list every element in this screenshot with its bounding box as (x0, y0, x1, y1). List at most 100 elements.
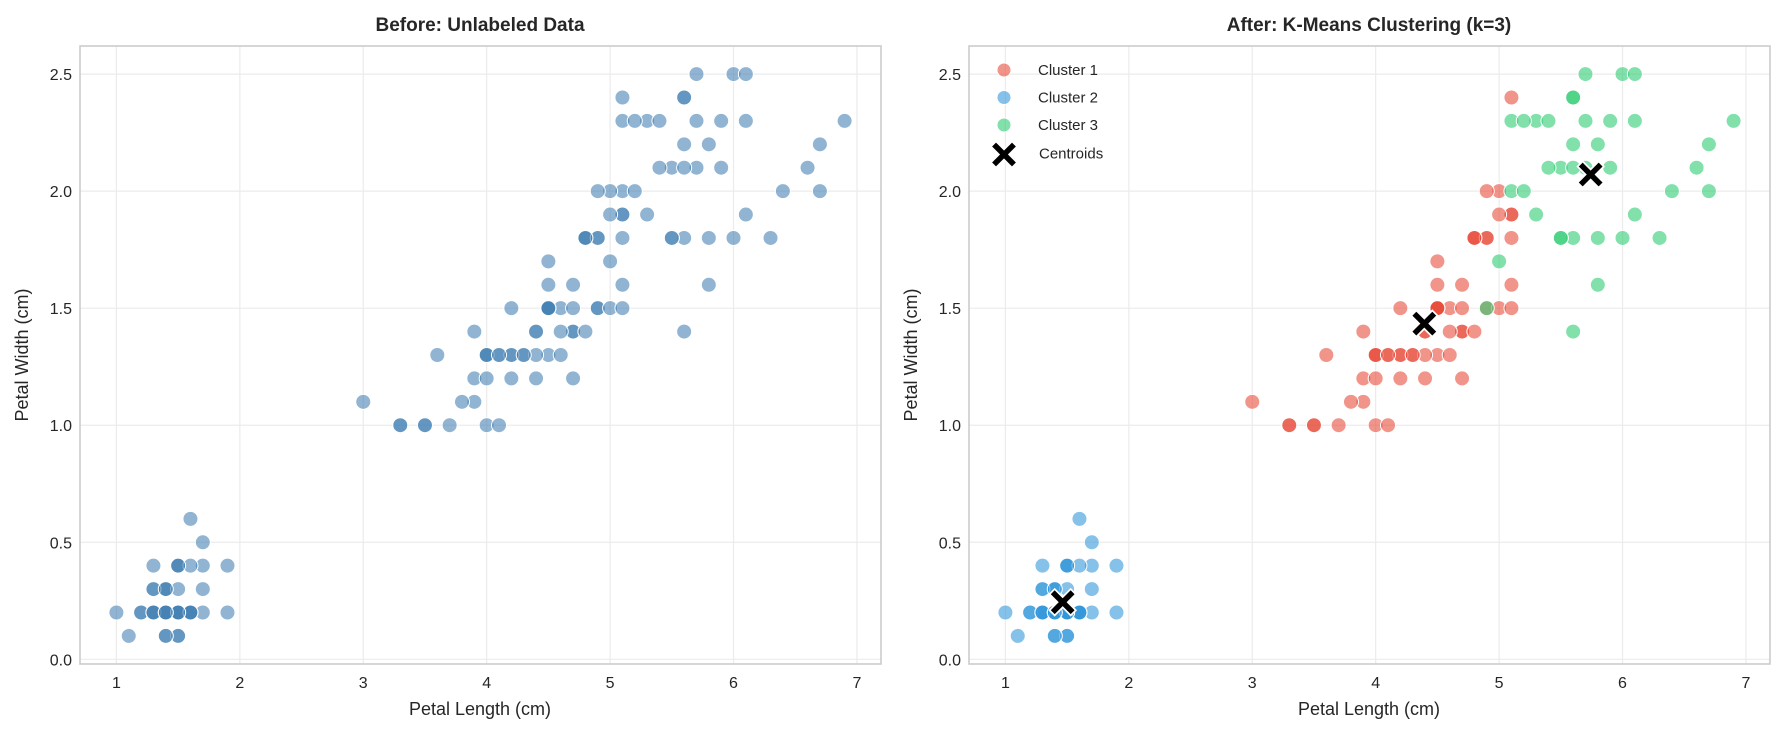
x-tick-label: 4 (1371, 675, 1380, 692)
cluster-3-point (1552, 229, 1569, 246)
cluster-2-point (1108, 604, 1125, 621)
x-tick-label: 6 (1618, 675, 1627, 692)
cluster-3-point (1491, 253, 1508, 270)
data-point (491, 417, 508, 434)
cluster-3-point (1626, 112, 1643, 129)
legend-marker (996, 117, 1012, 133)
data-point (219, 604, 236, 621)
data-point (602, 253, 619, 270)
cluster-1-point (1478, 183, 1495, 200)
data-point (453, 393, 470, 410)
y-tick-label: 2.0 (939, 184, 961, 201)
data-point (182, 510, 199, 527)
cluster-3-point (1700, 136, 1717, 153)
y-tick-label: 1.5 (50, 301, 72, 318)
data-point (676, 159, 693, 176)
data-point (565, 300, 582, 317)
cluster-3-point (1478, 300, 1495, 317)
x-tick-label: 5 (606, 675, 615, 692)
chart-before: Before: Unlabeled Data Petal Length (cm)… (12, 15, 882, 719)
data-point (478, 370, 495, 387)
cluster-3-point (1540, 159, 1557, 176)
cluster-1-point (1429, 276, 1446, 293)
data-point (626, 183, 643, 200)
data-point (157, 627, 174, 644)
data-point (540, 276, 557, 293)
data-point (577, 229, 594, 246)
cluster-1-point (1417, 370, 1434, 387)
cluster-3-point (1725, 112, 1742, 129)
data-point (688, 66, 705, 83)
cluster-3-point (1589, 276, 1606, 293)
centroid-marker (1576, 160, 1606, 189)
cluster-2-point (1009, 627, 1026, 644)
cluster-3-point (1515, 112, 1532, 129)
cluster-2-point (1071, 510, 1088, 527)
data-point (725, 229, 742, 246)
data-point (663, 229, 680, 246)
data-point (577, 323, 594, 340)
data-point (614, 276, 631, 293)
legend-label: Cluster 1 (1038, 62, 1098, 79)
points (108, 66, 853, 644)
chart-title: After: K-Means Clustering (k=3) (1227, 15, 1512, 36)
data-point (540, 253, 557, 270)
data-point (552, 347, 569, 363)
data-point (614, 300, 631, 317)
data-point (811, 183, 828, 200)
cluster-3-point (1577, 112, 1594, 129)
data-point (145, 557, 162, 574)
cluster-1-point (1441, 347, 1458, 363)
y-tick-label: 2.5 (50, 67, 72, 84)
centroid-marker (1048, 587, 1078, 617)
cluster-1-point (1466, 229, 1483, 246)
data-point (355, 393, 372, 410)
axes-frame (79, 45, 882, 665)
cluster-1-point (1429, 253, 1446, 270)
y-tick-label: 2.5 (939, 67, 961, 84)
y-axis-label: Petal Width (cm) (12, 288, 32, 421)
axes-frame (968, 45, 1771, 665)
y-tick-label: 1.0 (939, 418, 961, 435)
cluster-1-point (1380, 417, 1397, 434)
cluster-1-point (1454, 276, 1471, 293)
x-tick-label: 3 (1248, 675, 1257, 692)
data-point (836, 112, 853, 129)
data-point (108, 604, 125, 621)
cluster-3-point (1626, 206, 1643, 223)
legend: Cluster 1 Cluster 2 Cluster 3 Centroids (989, 62, 1103, 169)
y-tick-label: 0.5 (50, 535, 72, 552)
data-point (651, 112, 668, 129)
cluster-3-point (1602, 112, 1619, 129)
data-point (713, 159, 730, 176)
data-point (392, 417, 409, 434)
x-tick-label: 1 (112, 675, 121, 692)
data-point (688, 112, 705, 129)
cluster-3-point (1688, 159, 1705, 176)
data-point (565, 276, 582, 293)
data-point (528, 323, 545, 340)
data-point (120, 627, 137, 644)
data-point (219, 557, 236, 574)
y-tick-label: 0.0 (50, 652, 72, 669)
cluster-2-point (1046, 627, 1063, 644)
data-point (614, 229, 631, 246)
cluster-1-point (1355, 323, 1372, 340)
cluster-1-point (1281, 417, 1298, 434)
x-tick-label: 7 (1741, 675, 1750, 692)
data-point (157, 581, 174, 598)
points (997, 66, 1742, 644)
cluster-1-point (1367, 370, 1384, 387)
cluster-1-point (1454, 370, 1471, 387)
cluster-1-point (1491, 206, 1508, 223)
cluster-2-point (1108, 557, 1125, 574)
data-point (676, 136, 693, 153)
legend-marker (989, 140, 1019, 169)
data-point (614, 89, 631, 106)
legend-marker (996, 62, 1012, 78)
cluster-1-point (1503, 300, 1520, 317)
data-point (503, 370, 520, 387)
cluster-2-point (997, 604, 1014, 621)
data-point (700, 229, 717, 246)
